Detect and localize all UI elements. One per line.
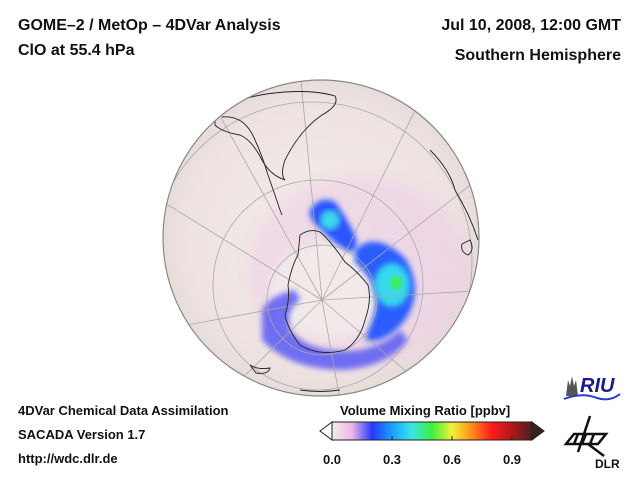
east-peak xyxy=(390,276,402,290)
dlr-logo: DLR xyxy=(563,415,620,471)
colorbar-tick-label: 0.6 xyxy=(442,452,462,467)
colorbar-extend-max xyxy=(531,421,545,441)
cathedral-icon xyxy=(566,376,578,396)
map-subtitle: ClO at 55.4 hPa xyxy=(18,42,135,59)
colorbar xyxy=(319,421,545,441)
riu-text: RIU xyxy=(580,375,615,397)
colorbar-tick-label: 0.0 xyxy=(322,452,342,467)
colorbar-ticks xyxy=(331,436,513,440)
footer-line-2: SACADA Version 1.7 xyxy=(18,427,146,442)
footer-line-1: 4DVar Chemical Data Assimilation xyxy=(18,403,229,418)
colorbar-extend-min xyxy=(319,421,333,441)
north-core xyxy=(320,210,340,230)
coastlines xyxy=(214,91,479,392)
colorbar-gradient xyxy=(331,421,533,441)
map-title: GOME–2 / MetOp – 4DVar Analysis xyxy=(18,17,281,34)
globe-outline xyxy=(162,79,480,397)
clo-field xyxy=(163,80,479,396)
graticule xyxy=(163,80,479,396)
colorbar-title: Volume Mixing Ratio [ppbv] xyxy=(340,403,511,418)
colorbar-tick-label: 0.9 xyxy=(502,452,522,467)
hemisphere-label: Southern Hemisphere xyxy=(454,47,621,64)
footer-url[interactable]: http://wdc.dlr.de xyxy=(18,451,118,466)
datetime-label: Jul 10, 2008, 12:00 GMT xyxy=(441,17,621,34)
dlr-emblem-icon xyxy=(563,415,609,457)
dlr-text: DLR xyxy=(595,457,620,471)
colorbar-tick-label: 0.3 xyxy=(382,452,402,467)
riu-logo: RIU xyxy=(563,375,621,401)
river-wave-icon xyxy=(563,393,621,401)
